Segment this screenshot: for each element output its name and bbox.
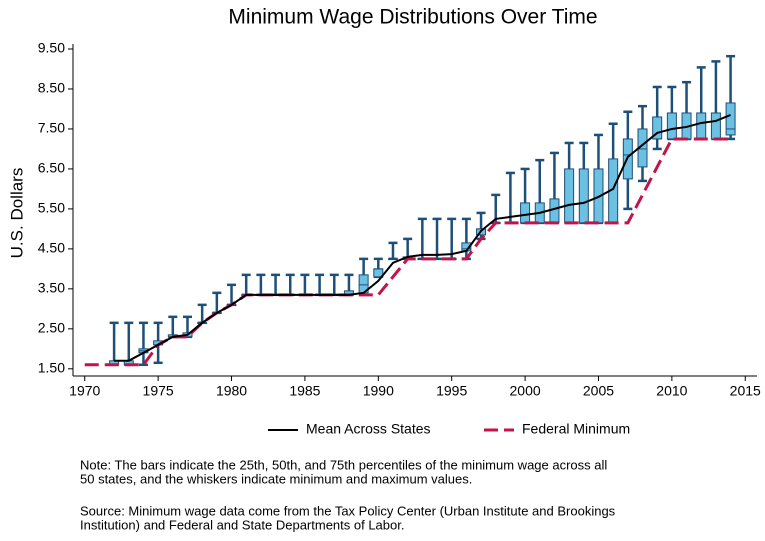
y-tick-label: 7.50	[38, 120, 65, 136]
note: 50 states, and the whiskers indicate min…	[80, 471, 472, 486]
box	[710, 112, 721, 140]
box	[578, 168, 589, 224]
x-tick-label: 2005	[583, 383, 614, 399]
y-tick-label: 5.50	[38, 200, 65, 216]
box	[666, 112, 677, 140]
note: Institution) and Federal and State Depar…	[80, 517, 404, 532]
y-tick-label: 8.50	[38, 80, 65, 96]
y-tick-label: 1.50	[38, 360, 65, 376]
box	[725, 102, 736, 136]
mean-line	[114, 114, 731, 362]
x-tick-label: 1995	[436, 383, 467, 399]
box	[520, 202, 531, 224]
x-tick-label: 2010	[656, 383, 687, 399]
note: Note: The bars indicate the 25th, 50th, …	[80, 457, 607, 472]
y-tick-label: 2.50	[38, 320, 65, 336]
y-axis-label: U.S. Dollars	[7, 168, 26, 259]
y-tick-label: 3.50	[38, 280, 65, 296]
x-tick-label: 1985	[289, 383, 320, 399]
legend-label: Mean Across States	[306, 421, 431, 437]
box	[696, 112, 707, 140]
box	[564, 168, 575, 224]
x-tick-label: 2015	[730, 383, 761, 399]
box	[549, 198, 560, 224]
x-tick-label: 1975	[143, 383, 174, 399]
x-tick-label: 1990	[363, 383, 394, 399]
y-tick-label: 4.50	[38, 240, 65, 256]
federal-line	[84, 137, 731, 367]
y-tick-label: 6.50	[38, 160, 65, 176]
legend-label: Federal Minimum	[522, 421, 630, 437]
chart-title: Minimum Wage Distributions Over Time	[228, 6, 597, 29]
note: Source: Minimum wage data come from the …	[80, 503, 616, 518]
x-tick-label: 1980	[216, 383, 247, 399]
y-tick-label: 9.50	[38, 40, 65, 56]
x-tick-label: 1970	[69, 383, 100, 399]
x-tick-label: 2000	[510, 383, 541, 399]
